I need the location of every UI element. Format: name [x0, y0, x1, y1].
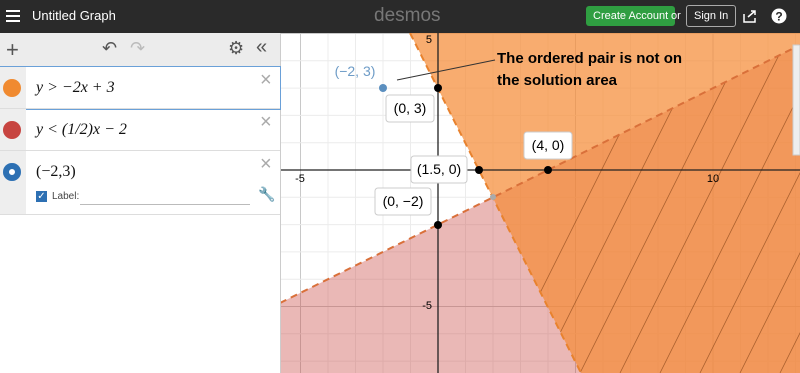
- label-checkbox[interactable]: ✓: [36, 191, 47, 202]
- row-strip: [0, 109, 26, 150]
- expression-row[interactable]: (−2,3) × ✓ Label: 🔧: [0, 151, 280, 215]
- add-button[interactable]: +: [6, 37, 19, 62]
- point[interactable]: [475, 166, 483, 174]
- color-icon[interactable]: [3, 163, 21, 181]
- point-label: (4, 0): [532, 137, 565, 153]
- y-tick-label: -5: [422, 300, 432, 312]
- point[interactable]: [434, 221, 442, 229]
- expression-row[interactable]: y > −2x + 3 ×: [0, 66, 281, 110]
- wrench-icon[interactable]: 🔧: [258, 186, 276, 202]
- help-icon[interactable]: ?: [771, 8, 787, 24]
- expression: y > −2x + 3: [36, 79, 115, 96]
- collapse-button[interactable]: «: [256, 36, 268, 58]
- label-box: [410, 155, 468, 184]
- label-option: Label:: [52, 191, 80, 202]
- label-input[interactable]: [80, 204, 250, 205]
- point-label: (0, 3): [394, 100, 427, 116]
- delete-button[interactable]: ×: [260, 153, 272, 175]
- expression-panel: + ↶ ↷ ⚙ « y > −2x + 3 × y < (1/2)x − 2 ×…: [0, 33, 281, 373]
- expression-row[interactable]: y < (1/2)x − 2 ×: [0, 109, 280, 151]
- menu-icon[interactable]: [6, 9, 20, 23]
- undo-button[interactable]: ↶: [102, 38, 118, 58]
- redo-button[interactable]: ↷: [130, 38, 146, 58]
- annotation: The ordered pair is not on: [497, 50, 682, 67]
- label-box: [523, 131, 573, 160]
- graph-title: Untitled Graph: [32, 8, 116, 23]
- delete-button[interactable]: ×: [260, 111, 272, 133]
- graph[interactable]: -5 10 5 -5 (−2, 3) (0, 3) (1.5, 0) (4, 0…: [281, 33, 800, 373]
- expression: (−2,3): [36, 163, 76, 180]
- row-strip: [0, 67, 26, 108]
- row-strip: [0, 151, 26, 214]
- color-icon[interactable]: [3, 121, 21, 139]
- share-icon[interactable]: [742, 9, 757, 23]
- hatch-line: [619, 45, 791, 373]
- logo: desmos: [374, 5, 441, 26]
- point-label: (1.5, 0): [417, 161, 461, 177]
- svg-text:?: ?: [775, 10, 782, 24]
- toolbar: + ↶ ↷ ⚙ «: [0, 33, 280, 67]
- hatch-line: [659, 45, 800, 373]
- label-box: [385, 94, 435, 123]
- point-label: (0, −2): [383, 193, 424, 209]
- point[interactable]: [434, 84, 442, 92]
- y-tick-label: 5: [426, 34, 432, 46]
- label-box: [374, 187, 432, 216]
- point-label: (−2, 3): [335, 63, 376, 79]
- x-tick-label: -5: [295, 173, 305, 185]
- delete-button[interactable]: ×: [260, 69, 272, 91]
- hatch-line: [579, 45, 751, 373]
- top-bar: Untitled Graph desmos Create Account or …: [0, 0, 800, 33]
- hatch-line: [699, 45, 800, 373]
- expression: y < (1/2)x − 2: [36, 121, 127, 138]
- zoom-controls[interactable]: [792, 44, 800, 156]
- x-tick-label: 10: [707, 173, 719, 185]
- point[interactable]: [544, 166, 552, 174]
- color-icon[interactable]: [3, 79, 21, 97]
- hatch-line: [739, 45, 800, 373]
- intersection: [490, 194, 496, 200]
- point[interactable]: [379, 84, 387, 92]
- annotation: the solution area: [497, 72, 618, 89]
- create-account-button[interactable]: Create Account: [586, 6, 676, 26]
- annotation-pointer: [396, 59, 496, 81]
- settings-button[interactable]: ⚙: [228, 38, 245, 58]
- sign-in-button[interactable]: Sign In: [686, 5, 737, 27]
- or-text: or: [671, 10, 681, 22]
- boundary-line-2: [281, 44, 800, 304]
